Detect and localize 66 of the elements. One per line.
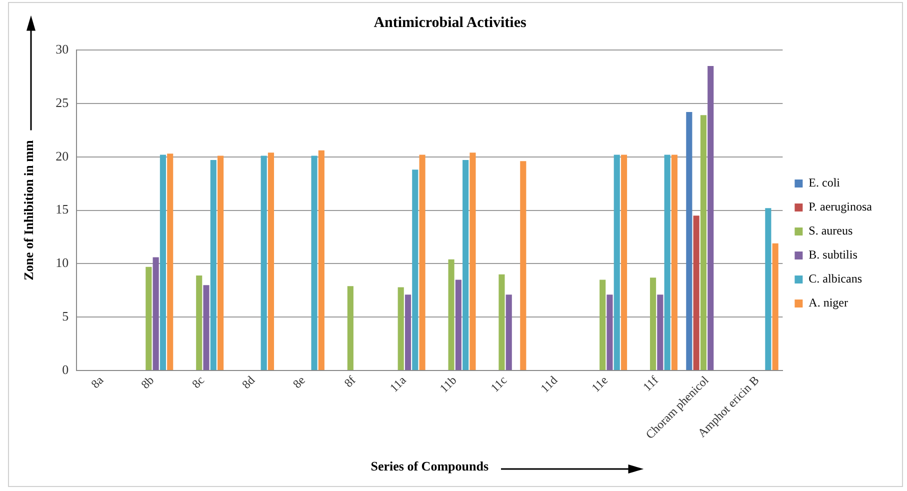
chart-title: Antimicrobial Activities <box>374 14 526 31</box>
legend-label: B. subtilis <box>808 248 858 262</box>
y-tick-label: 20 <box>56 148 69 164</box>
bar <box>664 154 670 370</box>
bar <box>419 154 426 370</box>
legend-label: A. niger <box>808 296 848 310</box>
bar <box>311 156 318 370</box>
bar <box>203 285 210 370</box>
x-tick-label: 8d <box>239 373 258 392</box>
bar <box>708 66 714 370</box>
bar <box>404 294 412 370</box>
bar <box>455 280 462 370</box>
bar <box>657 294 664 370</box>
bar <box>448 259 454 370</box>
bar <box>671 154 678 370</box>
bar <box>412 170 418 370</box>
bar <box>152 257 159 370</box>
bar <box>520 161 526 370</box>
x-tick-label: 11a <box>386 372 410 395</box>
bar <box>614 154 620 370</box>
y-tick-label: 25 <box>56 94 69 110</box>
legend-label: P. aeruginosa <box>808 200 873 214</box>
legend-label: C. albicans <box>808 272 862 286</box>
x-tick-label: 11c <box>488 373 510 395</box>
bar <box>600 280 606 370</box>
bar <box>347 286 354 370</box>
y-tick-label: 15 <box>56 202 69 217</box>
bar <box>620 154 628 370</box>
y-tick-label: 10 <box>56 255 69 270</box>
y-tick-label: 0 <box>62 362 69 377</box>
y-tick-label: 30 <box>56 41 69 56</box>
bar <box>700 115 706 370</box>
bar <box>650 278 656 370</box>
bar <box>196 275 202 370</box>
bar <box>160 154 166 370</box>
bar <box>210 160 216 370</box>
y-tick-label: 5 <box>62 308 69 324</box>
x-axis-title: Series of Compounds <box>370 458 489 474</box>
bar <box>470 152 476 370</box>
bar <box>218 156 224 370</box>
x-tick-label: 11d <box>538 373 560 396</box>
bar <box>498 274 505 370</box>
bar <box>318 150 324 370</box>
bar <box>772 243 778 370</box>
x-tick-label: 11b <box>436 373 460 396</box>
x-tick-label: 8e <box>290 373 308 391</box>
bar <box>606 294 613 370</box>
bar <box>506 294 512 370</box>
bar <box>693 216 700 370</box>
legend-label: S. aureus <box>808 224 853 238</box>
y-axis-title: Zone of Inhibition in mm <box>21 140 36 280</box>
x-tick-label: 11e <box>588 373 611 395</box>
bar <box>268 152 274 370</box>
x-tick-label: 8b <box>138 373 157 392</box>
x-tick-label: 11f <box>640 373 661 394</box>
bar <box>167 154 174 370</box>
bar <box>765 208 772 370</box>
bar <box>260 156 267 370</box>
x-tick-label: 8f <box>341 373 358 390</box>
bar <box>146 266 152 370</box>
x-tick-label: 8a <box>88 372 107 391</box>
x-tick-label: 8c <box>189 373 208 391</box>
bar <box>462 160 469 370</box>
bar <box>398 287 404 370</box>
legend-label: E. coli <box>808 176 841 190</box>
bar <box>686 112 692 370</box>
